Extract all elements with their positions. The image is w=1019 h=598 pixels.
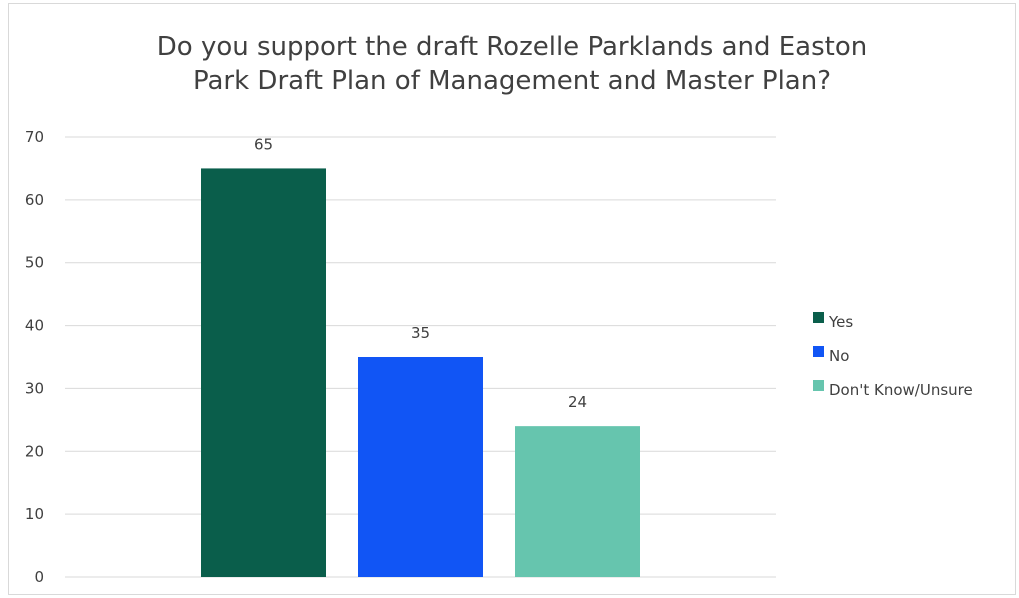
legend-label: No: [829, 347, 849, 365]
y-tick-label: 10: [25, 505, 44, 523]
y-tick-label: 70: [25, 128, 44, 146]
y-tick-label: 20: [25, 442, 44, 460]
y-tick-label: 60: [25, 191, 44, 209]
legend-label: Yes: [828, 313, 853, 331]
legend-swatch: [813, 312, 824, 323]
chart-frame: [8, 3, 1016, 595]
bar: [515, 426, 640, 577]
legend-label: Don't Know/Unsure: [829, 381, 973, 399]
legend-swatch: [813, 380, 824, 391]
y-tick-label: 30: [25, 379, 44, 397]
bar: [201, 168, 326, 577]
chart-title-line-1: Do you support the draft Rozelle Parklan…: [156, 32, 868, 62]
data-label: 35: [411, 324, 430, 342]
bar: [358, 357, 483, 577]
y-tick-label: 40: [25, 317, 44, 335]
y-tick-label: 0: [34, 568, 44, 586]
chart-title: Do you support the draft Rozelle Parklan…: [8, 30, 1016, 98]
chart-title-line-2: Park Draft Plan of Management and Master…: [192, 66, 832, 96]
y-tick-label: 50: [25, 254, 44, 272]
data-label: 65: [254, 135, 273, 153]
legend-swatch: [813, 346, 824, 357]
data-label: 24: [568, 393, 587, 411]
